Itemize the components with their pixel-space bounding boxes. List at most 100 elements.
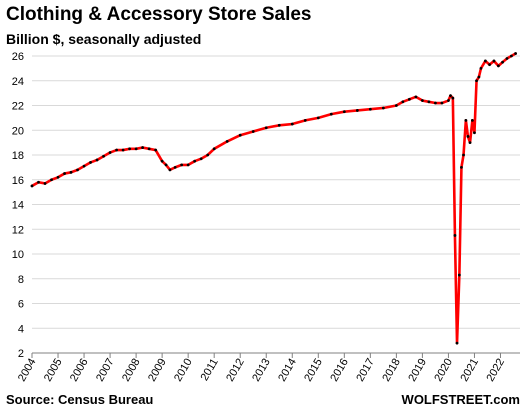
x-tick-labels: 2004 2005 2006 2007 2008 2009 2010 2011 2012 2013… <box>16 356 507 383</box>
data-point <box>466 135 470 138</box>
data-point <box>381 106 385 110</box>
data-point <box>56 175 60 179</box>
data-point <box>212 147 216 151</box>
series-line <box>30 52 517 345</box>
x-tick-label: 2006 <box>68 357 91 384</box>
data-point <box>108 151 112 154</box>
y-tick-label: 10 <box>12 249 24 261</box>
data-point <box>141 146 145 149</box>
data-point <box>455 341 459 345</box>
data-point <box>407 97 411 101</box>
x-tick-label: 2019 <box>406 357 429 384</box>
data-point <box>63 172 66 175</box>
data-point <box>475 79 478 83</box>
data-point <box>238 133 242 137</box>
data-point <box>128 147 132 151</box>
data-markers <box>30 52 517 345</box>
x-tick-label: 2021 <box>458 357 481 384</box>
chart-title: Clothing & Accessory Store Sales <box>6 4 312 25</box>
series-line-0 <box>30 52 517 345</box>
data-point <box>468 141 472 145</box>
data-point <box>199 157 203 161</box>
data-point <box>342 110 346 114</box>
y-tick-label: 22 <box>12 101 24 113</box>
data-point <box>394 104 398 107</box>
data-point <box>168 168 172 172</box>
data-point <box>121 148 125 152</box>
data-point <box>414 95 418 99</box>
x-tick-label: 2018 <box>380 357 403 384</box>
data-point <box>460 165 463 169</box>
x-tick-label: 2007 <box>94 357 117 384</box>
x-tick-label: 2013 <box>250 357 273 384</box>
brand-watermark: WOLFSTREET.com <box>401 392 520 407</box>
x-tick-label: 2011 <box>199 357 221 383</box>
data-point <box>449 94 452 97</box>
y-tick-label: 6 <box>18 299 24 311</box>
x-tick-label: 2017 <box>354 357 377 384</box>
data-point <box>470 118 474 122</box>
data-point <box>180 163 184 167</box>
axes <box>31 352 520 358</box>
data-point <box>160 159 164 163</box>
x-tick-label: 2014 <box>276 357 299 384</box>
data-point <box>173 165 177 169</box>
data-point <box>401 100 405 104</box>
x-tick-label: 2016 <box>328 357 351 384</box>
data-point <box>447 99 450 102</box>
data-point <box>251 130 255 133</box>
data-point <box>440 101 444 105</box>
data-point <box>355 109 359 112</box>
data-point <box>453 234 457 237</box>
data-point <box>473 131 476 135</box>
data-point <box>514 52 517 55</box>
data-point <box>329 112 333 116</box>
y-tick-label: 4 <box>18 323 24 335</box>
data-point <box>277 123 281 127</box>
data-point <box>427 100 431 104</box>
data-point <box>510 54 513 58</box>
x-tick-label: 2010 <box>172 357 195 384</box>
data-point <box>316 116 320 120</box>
data-point <box>496 64 500 68</box>
x-tick-label: 2005 <box>42 357 65 384</box>
data-point <box>225 139 229 143</box>
data-point <box>89 161 92 164</box>
data-point <box>186 163 190 167</box>
x-tick-label: 2008 <box>120 357 143 384</box>
data-point <box>43 182 47 185</box>
data-point <box>147 147 151 151</box>
data-point <box>303 118 307 122</box>
data-point <box>115 148 118 152</box>
y-tick-label: 2 <box>18 348 24 360</box>
y-tick-label: 12 <box>12 224 24 236</box>
x-tick-label: 2022 <box>484 356 507 383</box>
y-tick-label: 18 <box>12 150 24 162</box>
gridlines <box>32 55 520 354</box>
x-tick-label: 2004 <box>16 357 39 384</box>
y-tick-label: 26 <box>12 51 24 63</box>
data-point <box>134 147 138 151</box>
data-point <box>451 96 455 100</box>
y-tick-label: 16 <box>12 175 24 187</box>
data-point <box>95 158 99 162</box>
y-tick-label: 20 <box>12 125 24 137</box>
x-tick-label: 2015 <box>302 357 325 384</box>
data-point <box>462 153 465 157</box>
data-point <box>479 66 483 70</box>
data-point <box>154 148 158 152</box>
y-tick-label: 14 <box>12 200 24 212</box>
data-point <box>76 168 79 172</box>
data-point <box>30 184 34 188</box>
data-point <box>264 126 268 130</box>
x-tick-label: 2020 <box>432 357 455 384</box>
data-point <box>206 153 210 157</box>
data-point <box>193 159 197 163</box>
data-point <box>492 59 496 63</box>
data-point <box>102 154 105 158</box>
data-point <box>501 60 504 64</box>
data-point <box>488 63 491 67</box>
data-point <box>290 122 294 126</box>
